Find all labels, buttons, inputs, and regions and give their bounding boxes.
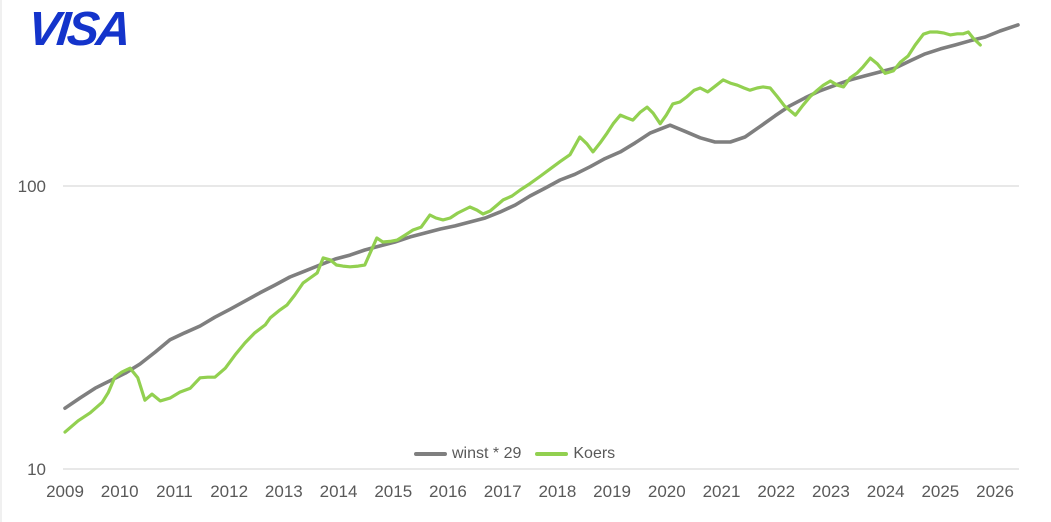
x-tick-label: 2009 <box>46 482 84 501</box>
legend-entry-winst: winst * 29 <box>414 445 521 463</box>
x-tick-label: 2013 <box>265 482 303 501</box>
koers-line-swatch <box>535 452 569 456</box>
legend-entry-koers: Koers <box>535 445 615 463</box>
x-tick-label: 2018 <box>538 482 576 501</box>
x-tick-label: 2016 <box>429 482 467 501</box>
x-tick-label: 2017 <box>484 482 522 501</box>
x-tick-label: 2022 <box>757 482 795 501</box>
chart-legend: winst * 29 Koers <box>414 445 615 463</box>
x-tick-label: 2014 <box>320 482 358 501</box>
x-tick-label: 2020 <box>648 482 686 501</box>
winst-line <box>63 23 1020 411</box>
legend-label-koers: Koers <box>573 445 616 462</box>
left-edge-line <box>0 0 2 522</box>
x-tick-label: 2010 <box>101 482 139 501</box>
y-tick-label: 100 <box>18 177 46 196</box>
x-tick-label: 2023 <box>812 482 850 501</box>
x-tick-label: 2011 <box>156 482 193 501</box>
x-tick-label: 2021 <box>703 482 741 501</box>
legend-label-winst: winst * 29 <box>452 445 522 462</box>
koers-line <box>63 30 982 434</box>
x-tick-label: 2019 <box>593 482 631 501</box>
x-tick-label: 2026 <box>976 482 1014 501</box>
x-tick-label: 2015 <box>374 482 412 501</box>
x-tick-label: 2012 <box>210 482 248 501</box>
winst-line-swatch <box>414 452 447 456</box>
y-tick-label: 10 <box>27 460 46 479</box>
x-tick-label: 2025 <box>921 482 959 501</box>
x-tick-label: 2024 <box>867 482 905 501</box>
